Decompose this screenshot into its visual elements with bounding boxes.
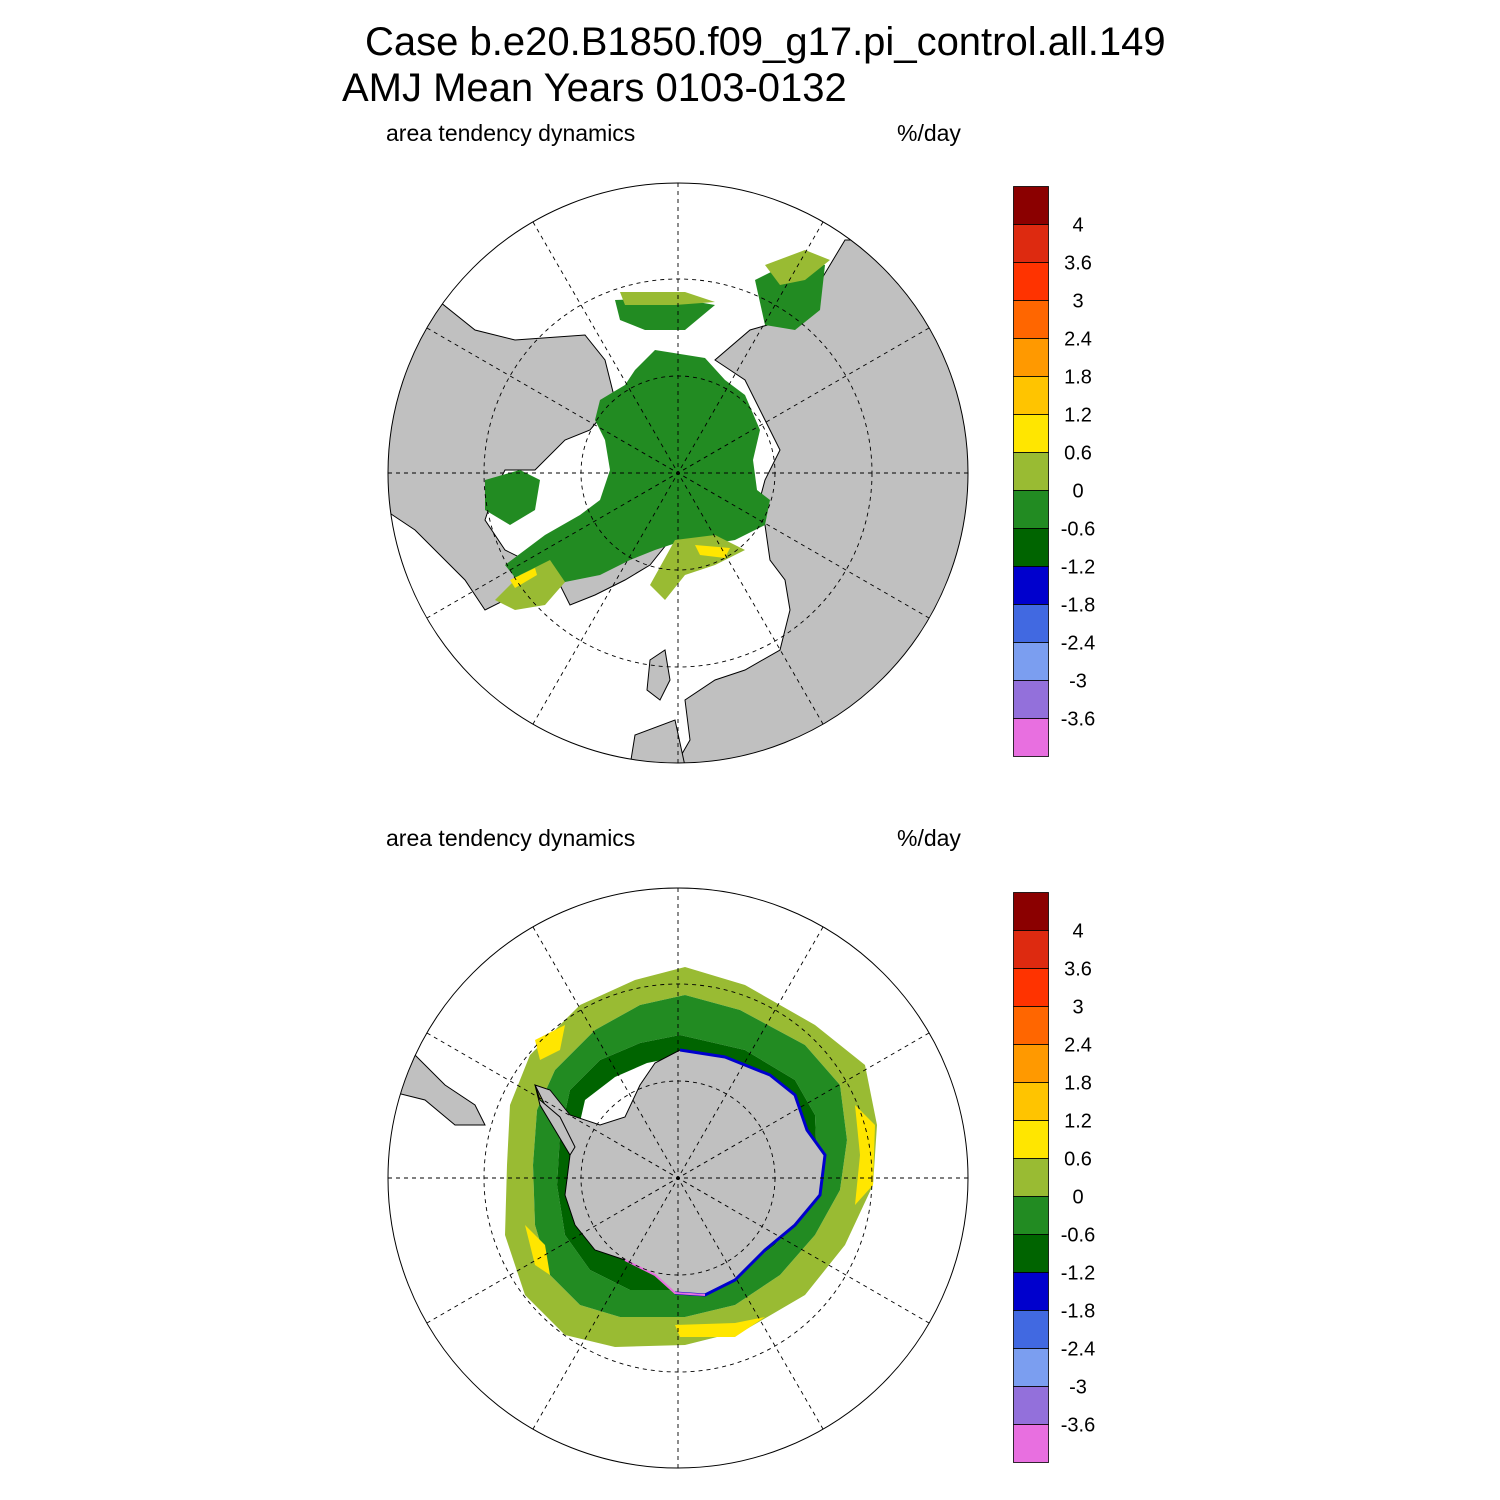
north-ice-margin-okhotsk <box>765 250 830 285</box>
south-panel-variable-label: area tendency dynamics <box>386 825 636 851</box>
south-colorbar-box <box>1013 1082 1049 1121</box>
south-colorbar-tick-label: -0.6 <box>1061 1225 1095 1247</box>
south-panel-units-label: %/day <box>897 825 961 851</box>
south-colorbar-box <box>1013 1386 1049 1425</box>
north-panel-units-label: %/day <box>897 120 961 146</box>
north-panel-variable-label: area tendency dynamics <box>386 120 636 146</box>
north-colorbar-box <box>1013 300 1049 339</box>
south-ice-yellow-east <box>855 1105 875 1205</box>
south-map-border <box>387 887 969 1469</box>
south-ice-outer-ring <box>505 967 877 1347</box>
north-colorbar-box <box>1013 528 1049 567</box>
south-colorbar-tick-label: 2.4 <box>1064 1035 1092 1057</box>
south-colorbar-box <box>1013 1310 1049 1349</box>
south-colorbar-box <box>1013 1272 1049 1311</box>
north-ice-margin-bering <box>620 292 715 305</box>
south-colorbar-box <box>1013 1120 1049 1159</box>
north-colorbar-tick-label: 0 <box>1072 481 1083 503</box>
south-ice-yellow-west <box>525 1225 550 1275</box>
north-colorbar-box <box>1013 338 1049 377</box>
south-ice-yellow-south <box>675 1317 765 1337</box>
north-colorbar-box <box>1013 490 1049 529</box>
south-colorbar-tick-label: 0 <box>1072 1187 1083 1209</box>
north-colorbar-box <box>1013 186 1049 225</box>
south-colorbar-box <box>1013 1196 1049 1235</box>
south-ice-coastal-edge-pink <box>624 1259 706 1296</box>
south-colorbar-tick-label: 1.8 <box>1064 1073 1092 1095</box>
north-colorbar-tick-label: -2.4 <box>1061 633 1095 655</box>
south-graticule <box>388 888 968 1468</box>
south-colorbar-box <box>1013 1158 1049 1197</box>
north-colorbar-tick-label: -1.8 <box>1061 595 1095 617</box>
south-colorbar-box <box>1013 1234 1049 1273</box>
north-ice-margin-yellow-2 <box>510 568 537 588</box>
north-colorbar-box <box>1013 566 1049 605</box>
south-colorbar-tick-label: 4 <box>1072 921 1083 943</box>
north-colorbar-box <box>1013 604 1049 643</box>
north-colorbar-tick-label: 0.6 <box>1064 443 1092 465</box>
north-colorbar: 4 3.6 3 2.4 1.8 1.2 0.6 0 -0.6 -1.2 -1.8 -2.4 -3 -3.6 <box>1013 186 1095 757</box>
figure-title-season: AMJ Mean Years 0103-0132 <box>342 66 847 110</box>
south-colorbar: 4 3.6 3 2.4 1.8 1.2 0.6 0 -0.6 -1.2 -1.8 -2.4 -3 -3.6 <box>1013 892 1095 1463</box>
north-colorbar-tick-label: -3.6 <box>1061 709 1095 731</box>
north-colorbar-box <box>1013 718 1049 757</box>
north-ice-margin-labrador <box>495 560 565 610</box>
south-colorbar-tick-label: -1.8 <box>1061 1301 1095 1323</box>
south-colorbar-tick-label: 3.6 <box>1064 959 1092 981</box>
north-colorbar-tick-label: 1.8 <box>1064 367 1092 389</box>
south-polar-map <box>387 887 969 1469</box>
north-land-america <box>388 279 616 611</box>
south-colorbar-box <box>1013 1044 1049 1083</box>
south-colorbar-tick-label: -3.6 <box>1061 1415 1095 1437</box>
south-land-antarctic-peninsula <box>534 1084 576 1156</box>
north-colorbar-box <box>1013 452 1049 491</box>
south-colorbar-tick-label: -3 <box>1069 1377 1087 1399</box>
south-colorbar-box <box>1013 1424 1049 1463</box>
north-land-europe-south <box>629 719 686 763</box>
north-colorbar-box <box>1013 642 1049 681</box>
south-colorbar-tick-label: -1.2 <box>1061 1263 1095 1285</box>
south-colorbar-box <box>1013 892 1049 931</box>
north-colorbar-tick-label: 1.2 <box>1064 405 1092 427</box>
south-colorbar-tick-label: 1.2 <box>1064 1111 1092 1133</box>
north-colorbar-tick-label: -0.6 <box>1061 519 1095 541</box>
south-ice-middle-ring <box>533 995 847 1317</box>
south-ice-yellow-northwest <box>535 1025 565 1060</box>
north-colorbar-box <box>1013 376 1049 415</box>
north-colorbar-box <box>1013 262 1049 301</box>
north-colorbar-tick-label: 2.4 <box>1064 329 1092 351</box>
south-colorbar-box <box>1013 968 1049 1007</box>
north-colorbar-box <box>1013 414 1049 453</box>
south-colorbar-box <box>1013 930 1049 969</box>
south-colorbar-tick-label: 0.6 <box>1064 1149 1092 1171</box>
north-colorbar-tick-label: 4 <box>1072 215 1083 237</box>
north-colorbar-tick-label: 3.6 <box>1064 253 1092 275</box>
south-colorbar-box <box>1013 1348 1049 1387</box>
figure-title-case: Case b.e20.B1850.f09_g17.pi_control.all.… <box>365 20 1166 64</box>
north-colorbar-box <box>1013 680 1049 719</box>
south-colorbar-tick-label: -2.4 <box>1061 1339 1095 1361</box>
south-colorbar-tick-label: 3 <box>1072 997 1083 1019</box>
north-colorbar-tick-label: 3 <box>1072 291 1083 313</box>
north-ice-bering <box>615 298 715 330</box>
north-colorbar-tick-label: -3 <box>1069 671 1087 693</box>
north-land-britain <box>646 649 671 701</box>
south-ice-coastal-edge <box>674 1048 827 1297</box>
north-graticule <box>388 183 968 763</box>
north-ice-hudson <box>485 470 540 525</box>
south-colorbar-box <box>1013 1006 1049 1045</box>
north-colorbar-tick-label: -1.2 <box>1061 557 1095 579</box>
north-map-border <box>387 182 969 764</box>
north-polar-map <box>387 182 969 764</box>
north-colorbar-box <box>1013 224 1049 263</box>
